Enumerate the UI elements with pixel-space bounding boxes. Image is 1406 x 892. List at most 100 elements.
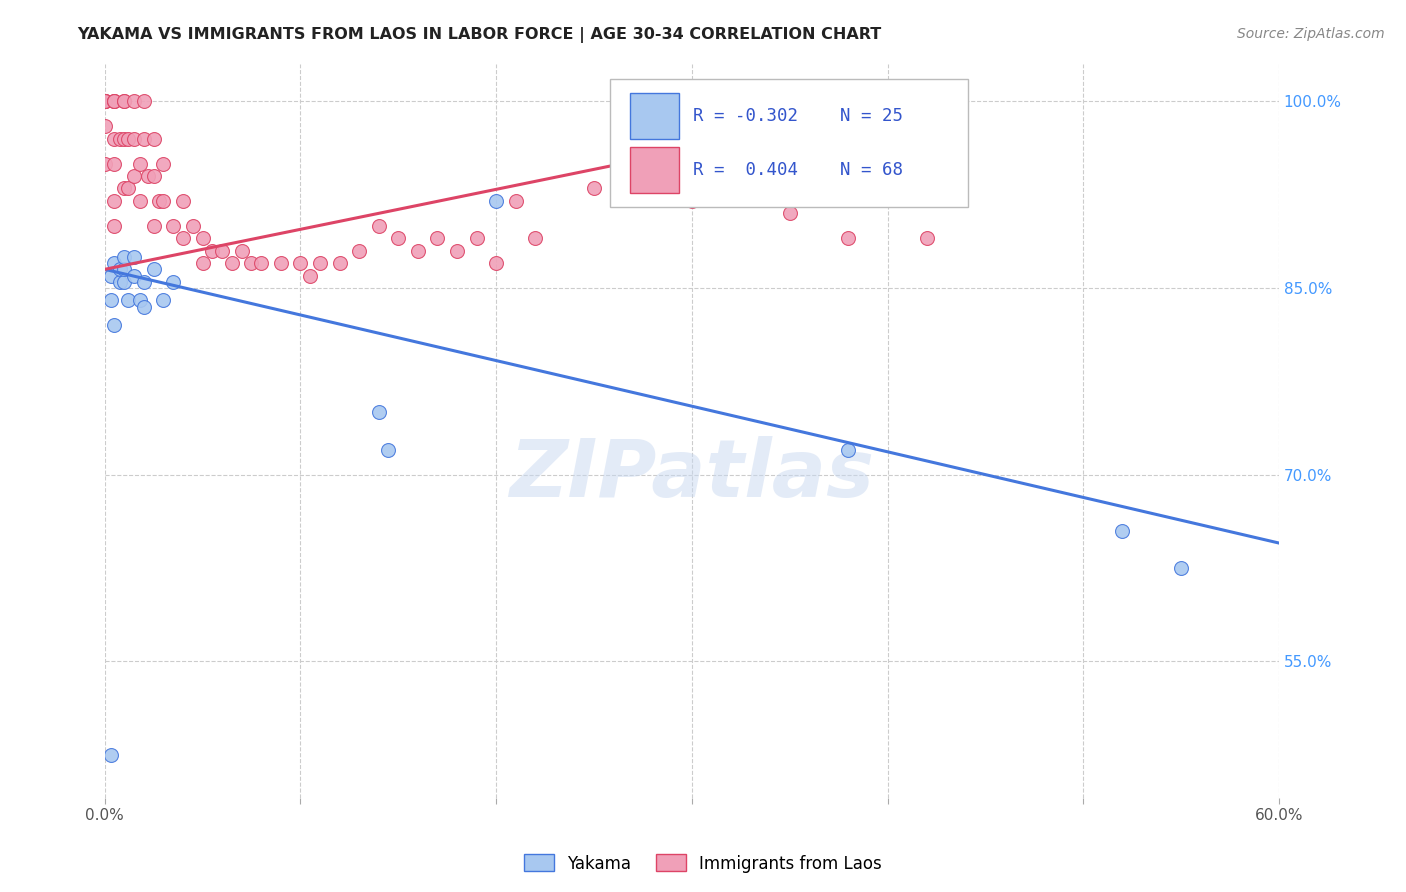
Text: YAKAMA VS IMMIGRANTS FROM LAOS IN LABOR FORCE | AGE 30-34 CORRELATION CHART: YAKAMA VS IMMIGRANTS FROM LAOS IN LABOR … bbox=[77, 27, 882, 43]
Point bbox=[103, 131, 125, 145]
Legend: Yakama, Immigrants from Laos: Yakama, Immigrants from Laos bbox=[517, 847, 889, 880]
Point bbox=[103, 219, 125, 233]
Point bbox=[93, 95, 115, 109]
Point bbox=[103, 95, 125, 109]
Point bbox=[231, 244, 253, 258]
Point bbox=[426, 231, 449, 245]
Point bbox=[122, 169, 145, 183]
Point bbox=[328, 256, 350, 270]
Point bbox=[122, 250, 145, 264]
Point bbox=[117, 131, 139, 145]
Point bbox=[299, 268, 322, 283]
Point bbox=[112, 181, 135, 195]
Point bbox=[117, 181, 139, 195]
Point bbox=[347, 244, 370, 258]
Point bbox=[122, 95, 145, 109]
Point bbox=[129, 156, 152, 170]
Point bbox=[110, 275, 132, 289]
Point bbox=[93, 95, 115, 109]
Point bbox=[485, 256, 508, 270]
Point bbox=[290, 256, 312, 270]
Point bbox=[367, 219, 389, 233]
Point bbox=[162, 219, 184, 233]
FancyBboxPatch shape bbox=[630, 147, 679, 193]
Point bbox=[152, 293, 174, 308]
Point bbox=[129, 194, 152, 208]
Point bbox=[93, 120, 115, 134]
Point bbox=[112, 131, 135, 145]
Text: R = -0.302    N = 25: R = -0.302 N = 25 bbox=[693, 107, 903, 125]
Point bbox=[446, 244, 468, 258]
Point bbox=[915, 231, 938, 245]
Point bbox=[110, 262, 132, 277]
Point bbox=[148, 194, 170, 208]
Point bbox=[485, 194, 508, 208]
Point bbox=[117, 293, 139, 308]
Point bbox=[112, 250, 135, 264]
Point bbox=[103, 156, 125, 170]
Point bbox=[142, 131, 165, 145]
Point bbox=[122, 268, 145, 283]
Point bbox=[142, 262, 165, 277]
Point bbox=[211, 244, 233, 258]
Point bbox=[100, 747, 122, 762]
Point bbox=[172, 194, 194, 208]
Point bbox=[100, 293, 122, 308]
Point bbox=[221, 256, 243, 270]
Point bbox=[112, 275, 135, 289]
Point bbox=[112, 95, 135, 109]
Point bbox=[103, 95, 125, 109]
Point bbox=[582, 181, 605, 195]
Point bbox=[524, 231, 547, 245]
Point bbox=[377, 442, 399, 457]
Point bbox=[100, 268, 122, 283]
Point bbox=[367, 405, 389, 419]
Point bbox=[837, 442, 859, 457]
Point bbox=[270, 256, 292, 270]
Point bbox=[93, 95, 115, 109]
Point bbox=[152, 194, 174, 208]
Point bbox=[93, 156, 115, 170]
Text: ZIPatlas: ZIPatlas bbox=[509, 436, 875, 514]
Point bbox=[681, 194, 703, 208]
Point bbox=[837, 231, 859, 245]
Point bbox=[162, 275, 184, 289]
Point bbox=[1111, 524, 1133, 538]
Point bbox=[250, 256, 273, 270]
Point bbox=[191, 231, 214, 245]
Point bbox=[132, 300, 155, 314]
Point bbox=[201, 244, 224, 258]
Point bbox=[112, 262, 135, 277]
Point bbox=[641, 169, 664, 183]
Point bbox=[181, 219, 204, 233]
Point bbox=[132, 131, 155, 145]
Point bbox=[1170, 561, 1192, 575]
Point bbox=[240, 256, 263, 270]
Point bbox=[112, 95, 135, 109]
Point bbox=[152, 156, 174, 170]
Point bbox=[103, 194, 125, 208]
Point bbox=[103, 256, 125, 270]
Point bbox=[387, 231, 409, 245]
Point bbox=[406, 244, 429, 258]
Point bbox=[779, 206, 801, 220]
Point bbox=[136, 169, 159, 183]
Point bbox=[132, 95, 155, 109]
Point bbox=[142, 169, 165, 183]
FancyBboxPatch shape bbox=[630, 94, 679, 139]
FancyBboxPatch shape bbox=[610, 78, 967, 207]
Point bbox=[142, 219, 165, 233]
Point bbox=[129, 293, 152, 308]
Point bbox=[110, 131, 132, 145]
Point bbox=[505, 194, 527, 208]
Point bbox=[93, 95, 115, 109]
Text: R =  0.404    N = 68: R = 0.404 N = 68 bbox=[693, 161, 903, 178]
Point bbox=[720, 181, 742, 195]
Point bbox=[132, 275, 155, 289]
Point bbox=[103, 318, 125, 333]
Point bbox=[172, 231, 194, 245]
Point bbox=[122, 131, 145, 145]
Point bbox=[191, 256, 214, 270]
Point bbox=[465, 231, 488, 245]
Point bbox=[309, 256, 332, 270]
